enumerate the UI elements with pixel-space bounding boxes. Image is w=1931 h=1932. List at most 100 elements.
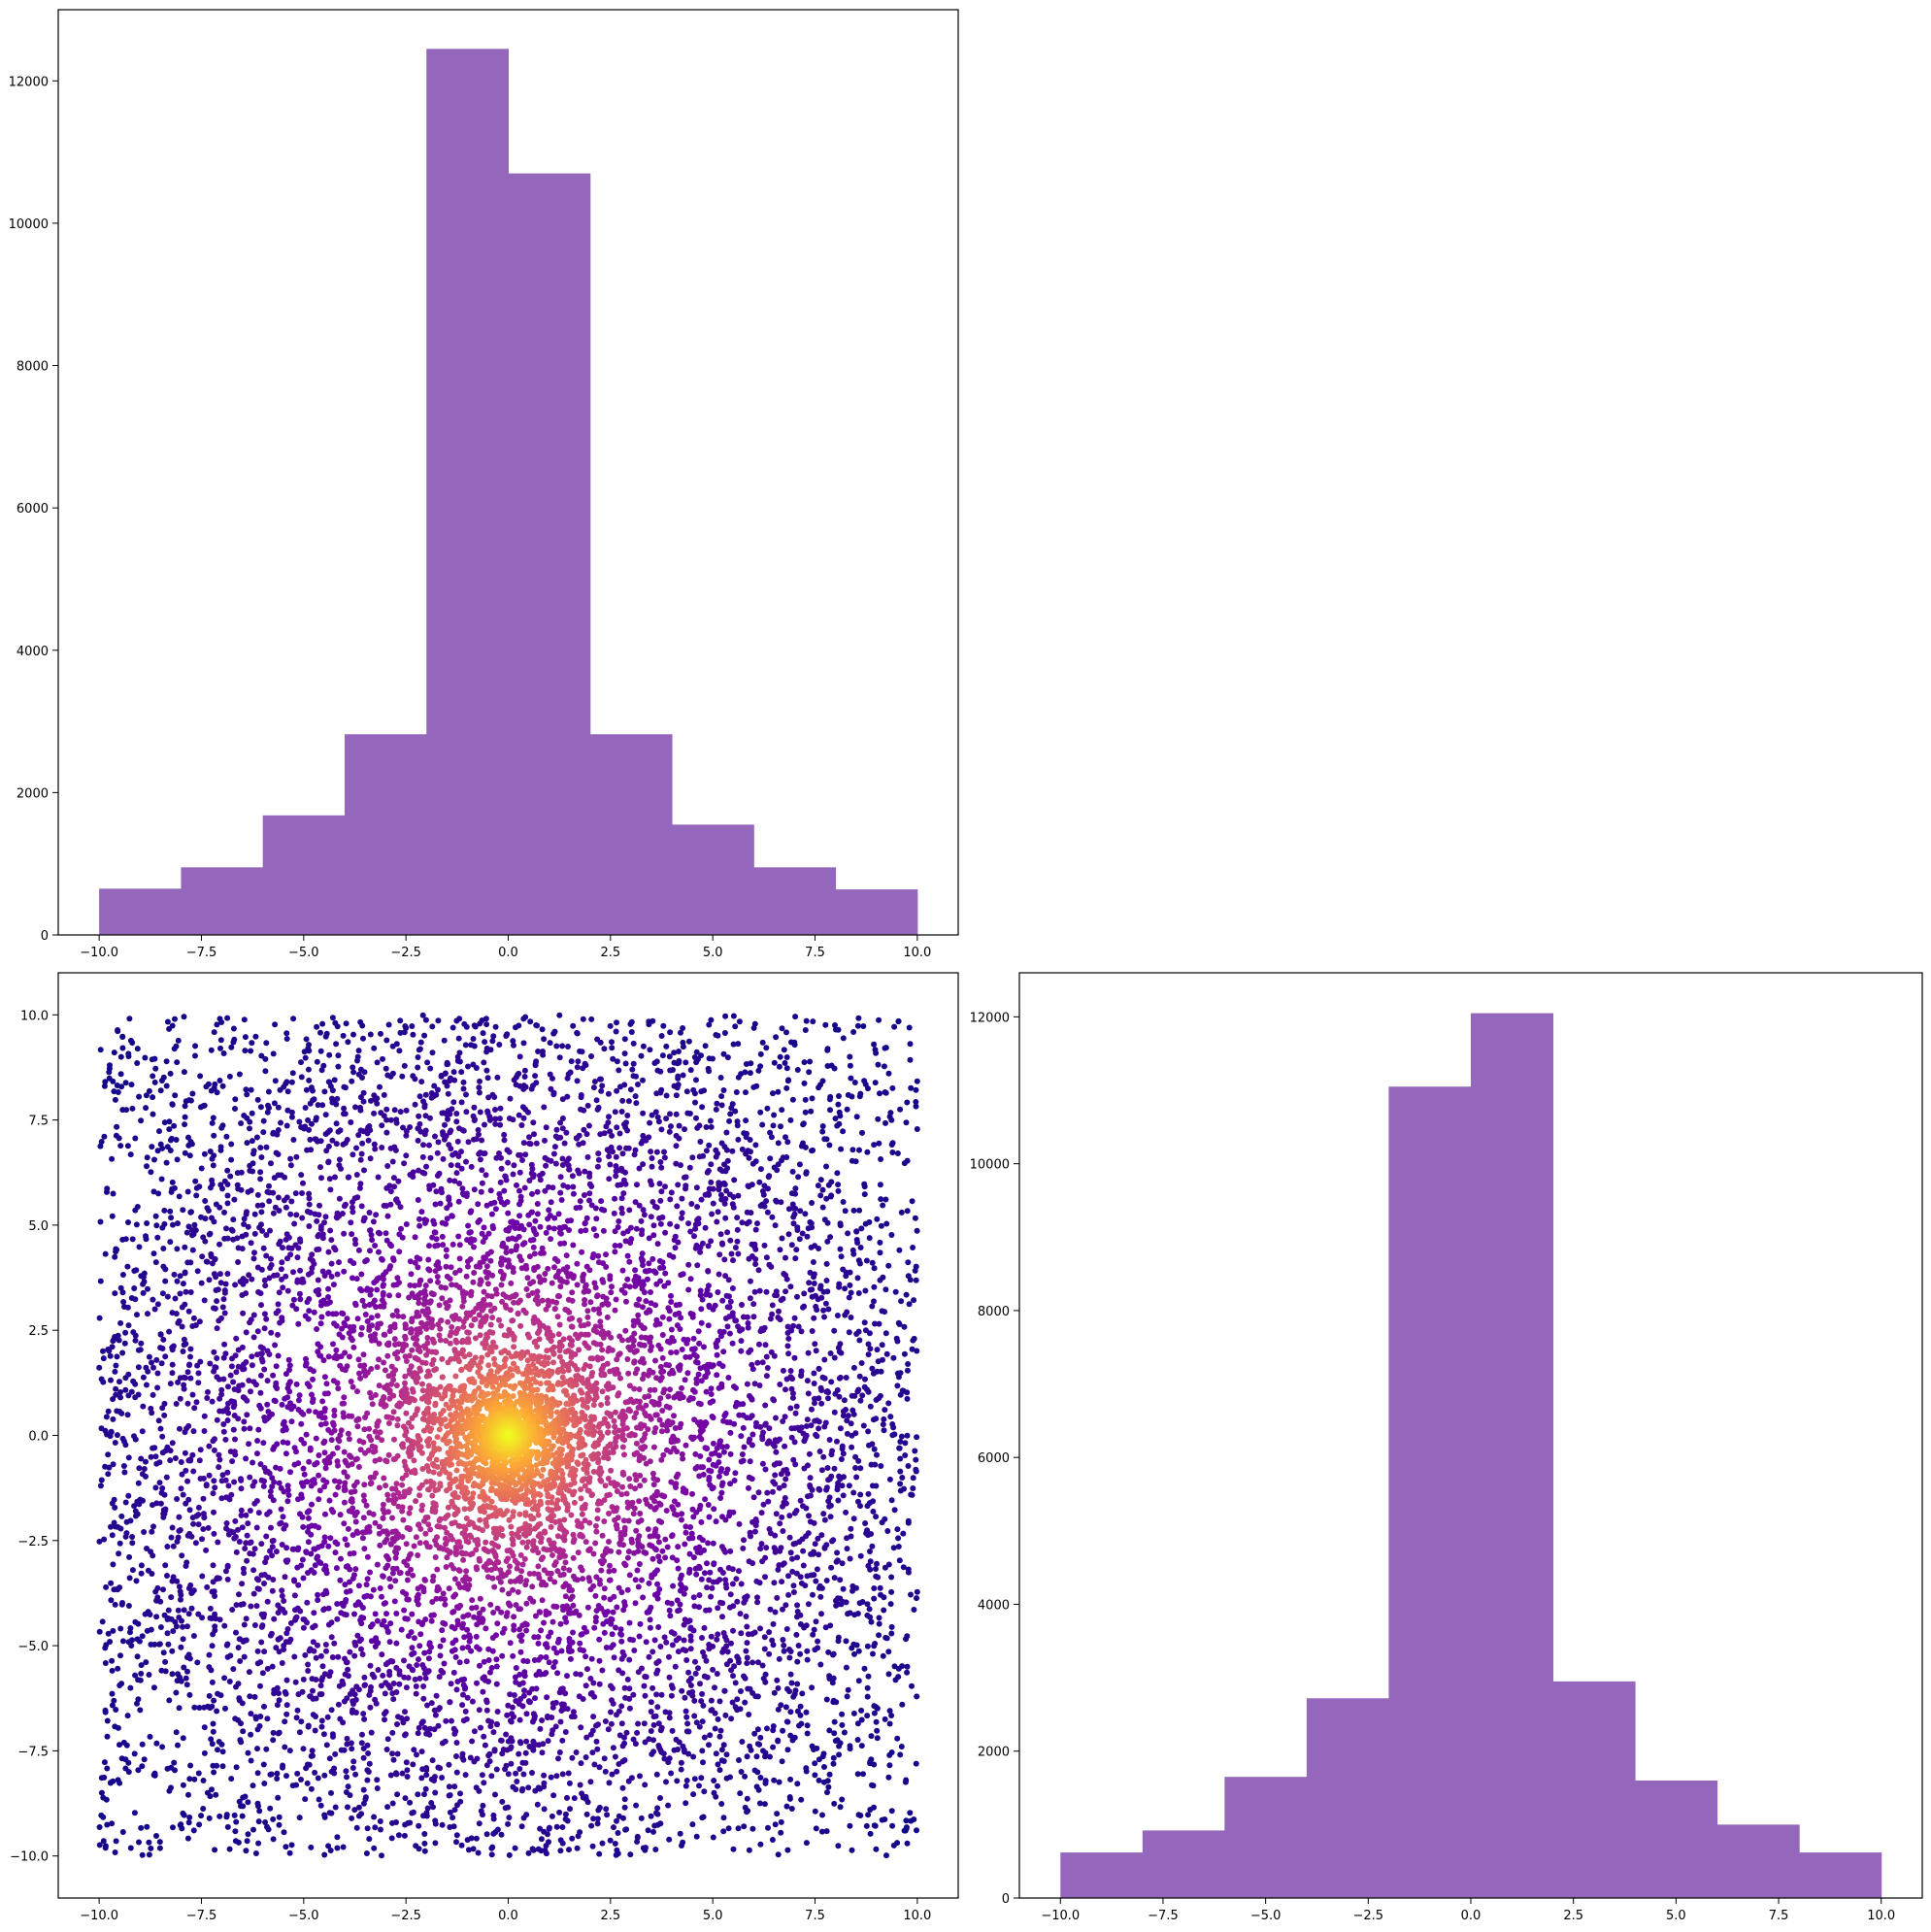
scatter-point [661,1634,668,1641]
scatter-point [131,1503,138,1510]
scatter-point [287,1251,294,1258]
scatter-point [836,1349,843,1355]
scatter-point [252,1033,259,1040]
scatter-point [778,1545,784,1551]
scatter-point [674,1084,681,1091]
scatter-point [795,1323,802,1330]
scatter-point [379,1145,385,1150]
scatter-point [416,1113,422,1119]
scatter-point [186,1361,193,1368]
scatter-point [666,1653,672,1660]
scatter-point [887,1601,894,1608]
scatter-point [744,1623,750,1630]
scatter-point [160,1586,166,1593]
scatter-point [847,1743,853,1749]
scatter-point [897,1391,904,1398]
scatter-point [840,1199,847,1205]
scatter-point [299,1556,306,1563]
scatter-point [416,1724,422,1731]
scatter-point [228,1156,235,1163]
scatter-point [463,1158,469,1165]
scatter-point [180,1281,186,1287]
scatter-point [200,1806,207,1812]
scatter-point [742,1699,749,1706]
scatter-point [448,1162,454,1169]
scatter-point [762,1671,769,1678]
scatter-point [839,1446,846,1452]
scatter-point [814,1566,820,1573]
scatter-point [458,1842,465,1849]
scatter-point [177,1395,183,1402]
scatter-point [267,1488,274,1495]
scatter-point [882,1119,888,1126]
scatter-point [395,1178,402,1184]
scatter-point [226,1073,233,1080]
scatter-point [108,1523,114,1530]
scatter-point [259,1670,266,1677]
scatter-point [231,1479,238,1485]
scatter-point [322,1587,329,1594]
scatter-point [795,1174,802,1181]
scatter-point [323,1148,330,1154]
x-tick-label: −5.0 [288,946,319,960]
scatter-point [297,1608,304,1615]
scatter-point [735,1041,742,1048]
scatter-point [435,1764,442,1771]
scatter-point [175,1220,181,1227]
scatter-point [754,1220,760,1227]
scatter-point [689,1821,696,1828]
scatter-point [201,1102,208,1109]
scatter-point [553,1823,560,1830]
scatter-point [245,1223,251,1230]
scatter-point [503,1731,510,1738]
scatter-point [774,1594,781,1601]
scatter-point [348,1219,354,1226]
scatter-point [826,1771,833,1778]
scatter-point [764,1725,770,1732]
scatter-point [778,1471,784,1478]
scatter-point [828,1379,835,1385]
scatter-point [312,1727,318,1734]
scatter-point [654,1114,661,1120]
scatter-point [352,1771,359,1778]
scatter-point [143,1236,150,1243]
scatter-point [239,1344,246,1350]
scatter-point [273,1549,280,1555]
scatter-point [876,1632,882,1639]
scatter-point [157,1425,164,1432]
scatter-point [869,1482,876,1489]
scatter-point [722,1273,729,1280]
scatter-point [789,1568,796,1575]
scatter-point [872,1641,879,1647]
scatter-point [646,1021,652,1028]
scatter-point [410,1174,416,1181]
scatter-point [819,1374,826,1381]
scatter-point [264,1715,271,1722]
scatter-point [714,1100,720,1107]
scatter-point [181,1069,187,1076]
scatter-point [825,1649,832,1655]
x-tick-label: 5.0 [703,946,723,960]
scatter-point [463,1023,470,1030]
scatter-point [290,1296,297,1303]
scatter-point [244,1397,250,1404]
scatter-point [269,1663,276,1670]
scatter-point [488,1773,495,1780]
scatter-point [185,1651,192,1658]
scatter-point [138,1570,145,1577]
scatter-point [243,1290,250,1297]
scatter-point [779,1235,785,1242]
scatter-point [485,1717,492,1724]
scatter-point [794,1681,801,1687]
scatter-point [458,1099,465,1106]
scatter-point [521,1067,528,1074]
scatter-point [441,1037,448,1044]
scatter-point [292,1190,299,1197]
scatter-point [723,1292,730,1299]
scatter-point [653,1810,659,1816]
scatter-point [180,1636,186,1643]
scatter-point [263,1252,270,1259]
scatter-point [834,1549,841,1556]
scatter-point [775,1140,782,1147]
scatter-point [339,1678,346,1684]
